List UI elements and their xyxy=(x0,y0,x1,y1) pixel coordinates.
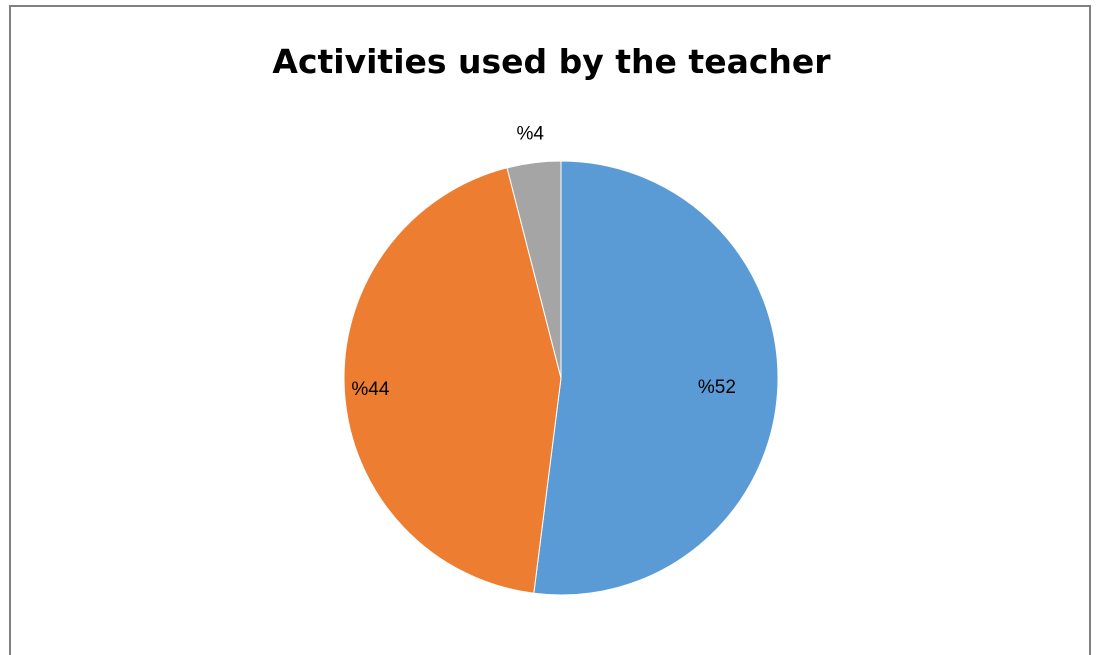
pie-slices xyxy=(343,160,779,596)
pie-data-label-1: %52 xyxy=(698,377,736,398)
pie-slice-3 xyxy=(506,160,562,379)
pie-slice-2 xyxy=(343,167,562,594)
pie-data-label-3: %4 xyxy=(517,124,545,145)
chart-title: Activities used by the teacher xyxy=(272,42,831,81)
pie-data-label-2: %44 xyxy=(351,379,389,400)
pie-slice-1 xyxy=(533,160,779,596)
pie-data-labels: %52 %44 %4 xyxy=(351,124,736,400)
